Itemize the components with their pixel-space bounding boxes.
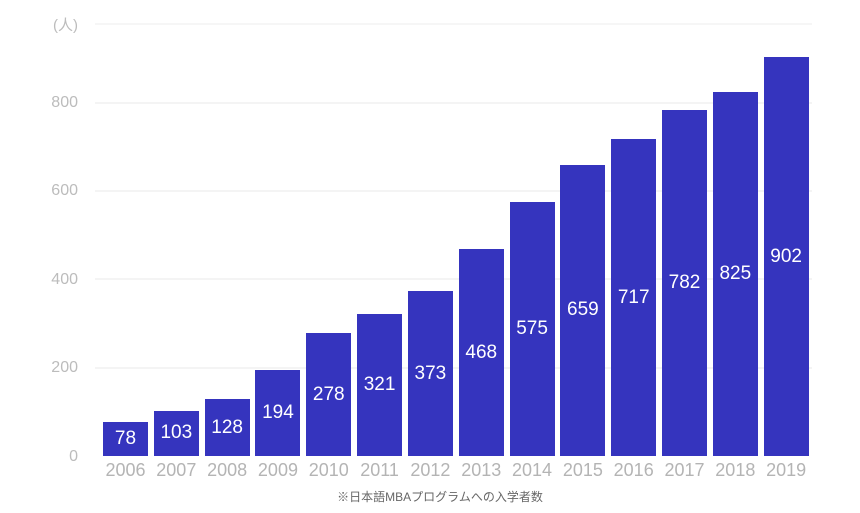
- x-tick-label: 2019: [766, 460, 807, 480]
- bar-2016: 717: [611, 139, 657, 456]
- y-tick-label: 0: [69, 447, 78, 465]
- x-tick-label: 2018: [715, 460, 756, 480]
- bar-value-label: 902: [770, 245, 802, 267]
- bar-2006: 78: [103, 421, 148, 456]
- bar-value-label: 278: [312, 383, 345, 405]
- x-tick-label: 2015: [562, 460, 603, 480]
- gridline: [95, 189, 812, 192]
- gridline: [95, 278, 812, 281]
- bar-value-label: 373: [414, 362, 447, 384]
- y-tick-label: 400: [51, 270, 78, 288]
- x-tick-label: 2013: [461, 460, 502, 480]
- x-tick-label: 2009: [257, 460, 298, 480]
- bar-2018: 825: [712, 91, 758, 456]
- bar-value-label: 659: [567, 299, 599, 321]
- y-tick-label: 200: [51, 359, 78, 377]
- bar-2019: 902: [763, 57, 809, 456]
- bar-2012: 373: [407, 291, 453, 456]
- gridline: [95, 366, 812, 369]
- x-tick-label: 2007: [156, 460, 197, 480]
- gridline: [95, 101, 812, 104]
- bar-2010: 278: [306, 333, 352, 456]
- bar-value-label: 78: [114, 427, 137, 449]
- bar-2008: 128: [204, 399, 250, 456]
- x-tick-label: 2010: [308, 460, 349, 480]
- bar-value-label: 825: [719, 262, 752, 284]
- x-tick-label: 2014: [512, 460, 553, 480]
- y-axis-unit-label: (人): [53, 17, 78, 34]
- chart-caption: ※日本語MBAプログラムへの入学者数: [337, 490, 543, 504]
- x-tick-label: 2016: [613, 460, 654, 480]
- bar-2013: 468: [458, 249, 504, 456]
- bar-2009: 194: [255, 370, 301, 456]
- bar-value-label: 717: [617, 286, 650, 308]
- y-tick-label: 600: [51, 182, 78, 200]
- bar-value-label: 782: [668, 272, 701, 294]
- bar-value-label: 128: [211, 416, 243, 438]
- plot-top-border: [95, 23, 812, 25]
- x-tick-label: 2012: [410, 460, 451, 480]
- x-tick-label: 2017: [664, 460, 705, 480]
- bar-value-label: 468: [465, 341, 498, 363]
- bar-2015: 659: [560, 164, 606, 456]
- plot-area: 78 103 128 194 278 321 373 468 575 659 717 782 825 90…: [95, 23, 812, 456]
- bar-2011: 321: [357, 314, 403, 456]
- x-tick-label: 2011: [360, 460, 399, 480]
- bar-value-label: 575: [516, 317, 548, 339]
- x-tick-label: 2006: [105, 460, 146, 480]
- bar-2007: 103: [153, 410, 199, 456]
- bar-2014: 575: [509, 201, 555, 456]
- bar-value-label: 321: [363, 374, 396, 396]
- y-tick-label: 800: [51, 94, 78, 112]
- x-tick-label: 2008: [207, 460, 248, 480]
- bar-value-label: 194: [262, 402, 294, 424]
- bar-2017: 782: [662, 110, 708, 456]
- bar-value-label: 103: [160, 422, 193, 444]
